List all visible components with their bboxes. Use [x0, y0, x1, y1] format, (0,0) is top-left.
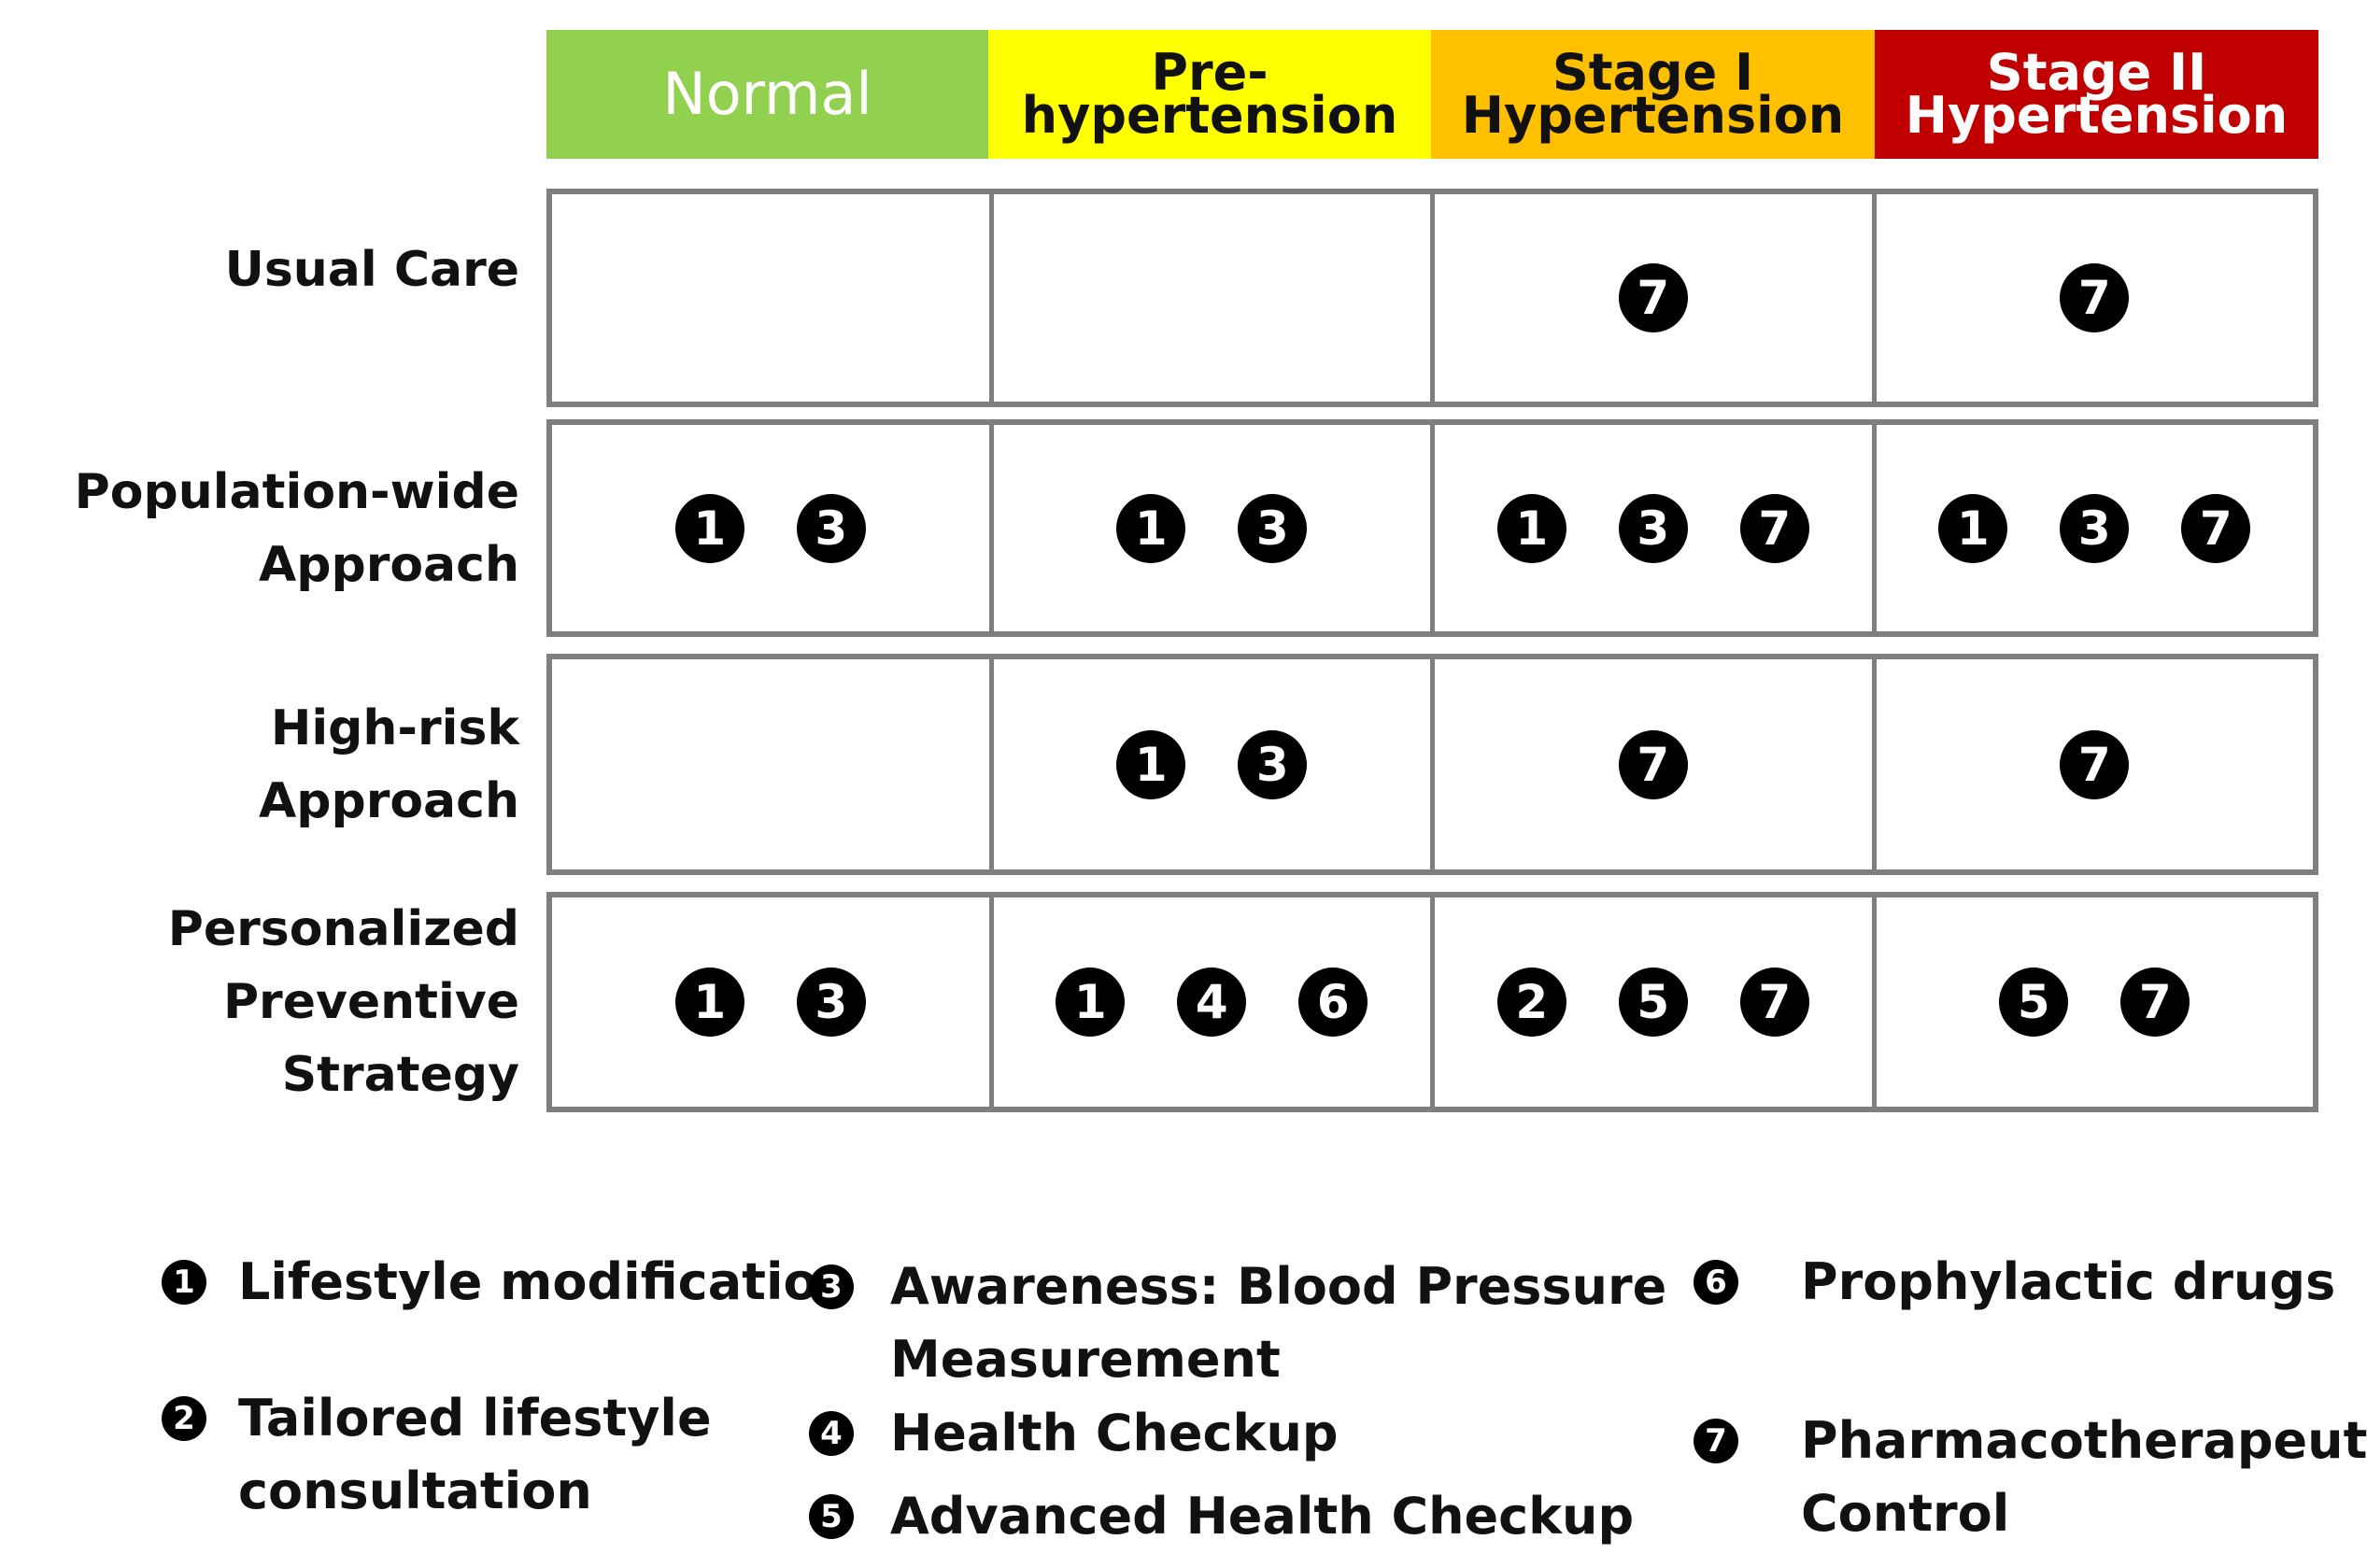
row-label-line: Population-wide: [74, 463, 519, 520]
legend-label: Awareness: Blood Pressure Measurement: [890, 1250, 1666, 1396]
legend-label-line: Health Checkup: [890, 1404, 1339, 1462]
strategy-number: 3: [2060, 493, 2130, 563]
cell: 7: [1871, 194, 2314, 402]
cell: [988, 194, 1431, 402]
strategy-number: 7: [2120, 968, 2190, 1037]
header-line: Pre-: [1151, 43, 1269, 102]
row-label-line: High-risk: [270, 699, 519, 756]
row-label: Personalized Preventive Strategy: [0, 892, 519, 1112]
legend-label-line: Awareness: Blood Pressure: [890, 1257, 1667, 1316]
legend-label: Health Checkup: [890, 1397, 1339, 1470]
legend-label: Advanced Health Checkup: [890, 1480, 1634, 1553]
strategy-number: 7: [2060, 263, 2130, 332]
strategy-number: 5: [1999, 968, 2069, 1037]
row-label-line: Approach: [259, 772, 519, 829]
strategy-number: 3: [1618, 493, 1688, 563]
legend-label: Prophylactic drugs: [1801, 1246, 2335, 1319]
legend-label-line: Lifestyle modification: [238, 1252, 854, 1311]
cell: [552, 194, 989, 402]
legend-label-line: Pharmacotherapeutic: [1801, 1411, 2367, 1470]
strategy-number: 3: [796, 968, 866, 1037]
row-label-line: Approach: [259, 536, 519, 593]
header-line: Hypertension: [1461, 86, 1845, 145]
legend-label: Pharmacotherapeutic Control: [1801, 1405, 2367, 1550]
row-label: Usual Care: [0, 189, 519, 351]
strategy-number: 1: [1116, 493, 1186, 563]
row-label: Population-wide Approach: [0, 419, 519, 637]
strategy-number: 7: [1618, 263, 1688, 332]
strategy-number: 1: [1496, 493, 1566, 563]
strategy-number: 5: [1618, 968, 1688, 1037]
legend-marker: 1: [162, 1260, 206, 1305]
strategy-number: 7: [1739, 968, 1809, 1037]
strategy-number: 1: [1938, 493, 2008, 563]
legend-label-line: Prophylactic drugs: [1801, 1252, 2336, 1311]
legend-label-line: Control: [1801, 1484, 2010, 1543]
legend-label: Tailored lifestyle consultation: [238, 1382, 712, 1528]
legend-label-line: consultation: [238, 1462, 592, 1520]
strategy-number: 2: [1496, 968, 1566, 1037]
strategy-number: 3: [1238, 493, 1308, 563]
header-line: Hypertension: [1905, 86, 2289, 145]
cell: 7: [1871, 659, 2314, 869]
row-label-line: Usual Care: [224, 242, 519, 298]
cell: 7: [1430, 194, 1872, 402]
header-line: Normal: [662, 60, 872, 128]
cell: [552, 659, 989, 869]
strategy-number: 4: [1177, 968, 1247, 1037]
column-header: Stage I Hypertension: [1431, 30, 1875, 159]
row-label: High-risk Approach: [0, 654, 519, 875]
strategy-number: 1: [674, 968, 744, 1037]
legend-marker: 6: [1694, 1260, 1738, 1305]
legend-label-line: Measurement: [890, 1330, 1281, 1389]
legend-marker: 4: [809, 1411, 854, 1456]
legend-label-line: Advanced Health Checkup: [890, 1487, 1635, 1546]
legend-marker: 2: [162, 1396, 206, 1441]
column-header: Normal: [546, 30, 988, 159]
legend-label-line: Tailored lifestyle: [238, 1389, 712, 1448]
legend-label: Lifestyle modification: [238, 1246, 854, 1319]
header-line: Stage I: [1552, 43, 1754, 102]
legend-marker: 7: [1694, 1419, 1738, 1463]
strategy-number: 7: [1618, 729, 1688, 799]
column-header: Stage II Hypertension: [1875, 30, 2318, 159]
row-label-line: Personalized: [167, 901, 519, 957]
legend-marker: 3: [809, 1264, 854, 1309]
strategy-number: 7: [2060, 729, 2130, 799]
header-line: hypertension: [1021, 86, 1398, 145]
strategy-number: 7: [2181, 493, 2251, 563]
legend-marker: 5: [809, 1494, 854, 1539]
strategy-number: 1: [674, 493, 744, 563]
strategy-number: 7: [1739, 493, 1809, 563]
column-header: Pre-hypertension: [988, 30, 1431, 159]
header-line: Stage II: [1986, 43, 2207, 102]
row-label-line: Preventive Strategy: [222, 974, 519, 1103]
strategy-number: 3: [796, 493, 866, 563]
strategy-number: 1: [1056, 968, 1126, 1037]
strategy-number: 6: [1298, 968, 1368, 1037]
strategy-number: 1: [1116, 729, 1186, 799]
strategy-number: 3: [1238, 729, 1308, 799]
cell: 7: [1430, 659, 1872, 869]
